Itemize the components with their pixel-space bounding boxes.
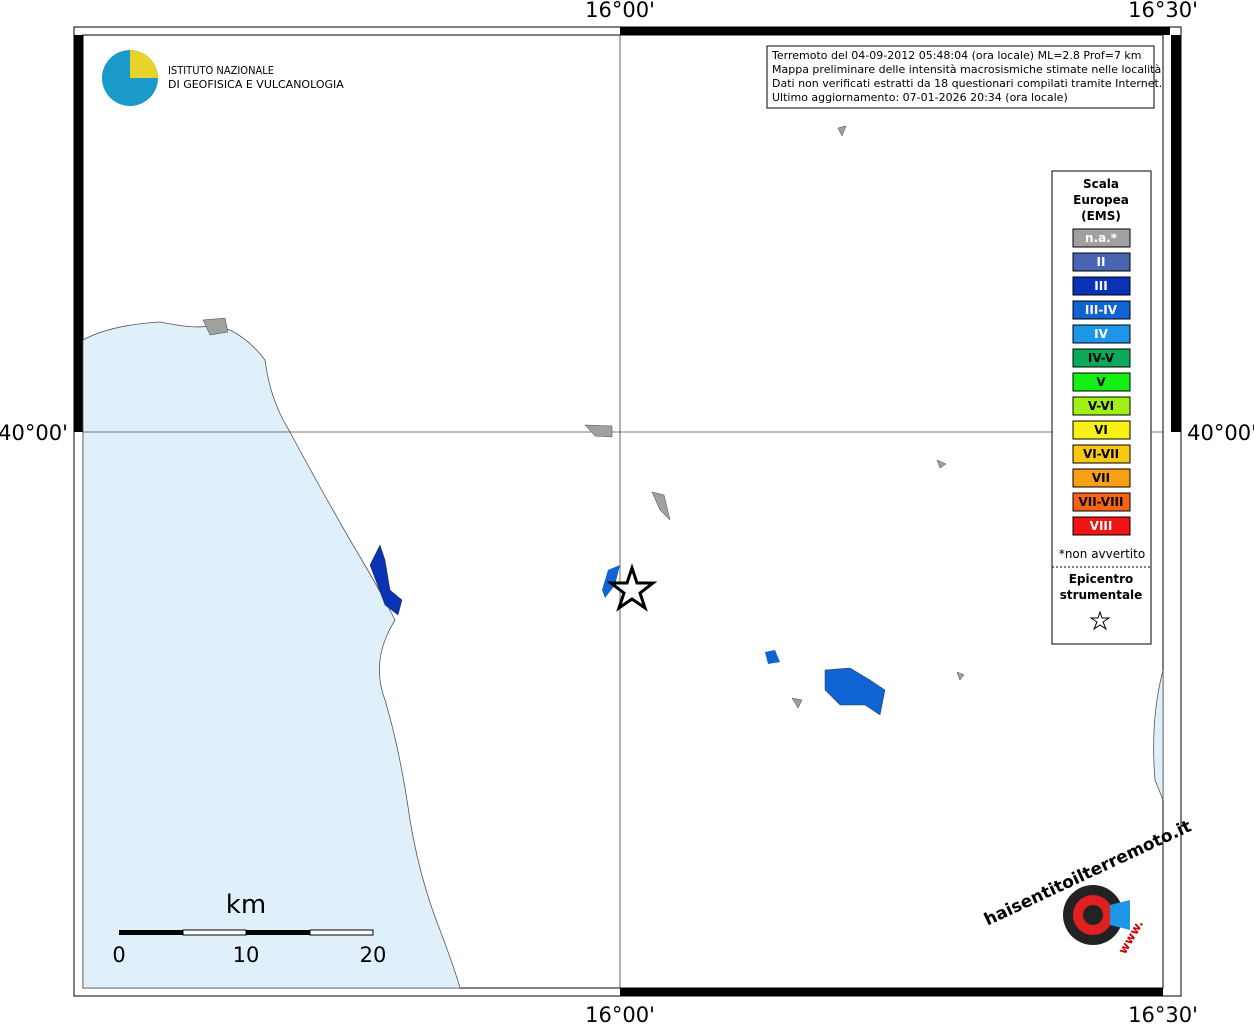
lon-label: 16°30' [1128,1003,1198,1024]
area-iii-iv [824,667,886,716]
area-iii [369,544,403,616]
legend-title: (EMS) [1081,209,1121,223]
border [74,35,83,432]
legend-label: V-VI [1088,399,1114,413]
logo-globe [130,50,158,78]
legend-label: VI-VII [1083,447,1119,461]
scale-unit: km [226,890,266,920]
scale-bar [309,929,374,936]
info-line: Dati non verificati estratti da 18 quest… [772,77,1162,90]
scale-bar [246,930,310,935]
lon-label: 16°00' [585,0,655,22]
info-line: Mappa preliminare delle intensità macros… [772,63,1161,76]
site-logo-icon [1083,905,1103,925]
scale-bar [182,929,247,936]
legend-swatch [1072,492,1131,512]
border [620,27,1170,35]
scale-tick: 0 [112,943,125,967]
legend-epicenter: Epicentro [1069,572,1134,586]
legend-title: Europea [1073,193,1129,207]
logo-text: DI GEOFISICA E VULCANOLOGIA [168,78,344,91]
info-line: Terremoto del 04-09-2012 05:48:04 (ora l… [771,49,1142,62]
legend-swatch [1072,228,1131,248]
legend-swatch [1072,252,1131,272]
legend-box [1051,170,1152,645]
lat-label: 40°00' [1187,421,1254,445]
legend-swatch [1072,444,1131,464]
scale-tick: 20 [360,943,387,967]
border [620,988,1163,996]
legend-swatch [1072,396,1131,416]
info-box [766,45,1155,109]
legend-label: II [1097,255,1106,269]
legend-star [1089,610,1111,631]
legend-label: IV [1094,327,1108,341]
logo-text: ISTITUTO NAZIONALE [168,64,274,77]
legend-swatch [1072,276,1131,296]
legend-label: VII [1092,471,1110,485]
info-line: Ultimo aggiornamento: 07-01-2026 20:34 (… [772,91,1068,104]
legend-swatch [1072,348,1131,368]
scale-bar [119,930,183,935]
legend-swatch [1072,300,1131,320]
lat-label: 40°00' [0,421,68,445]
epicenter-star [606,563,658,612]
legend-swatch [1072,372,1131,392]
legend-label: V [1096,375,1106,389]
lon-label: 16°30' [1128,0,1198,22]
site-logo-icon [1110,900,1130,930]
legend-title: Scala [1083,177,1119,191]
scale-tick: 10 [233,943,260,967]
legend-label: VIII [1090,519,1113,533]
legend-label: n.a.* [1085,231,1118,245]
legend-label: IV-V [1088,351,1115,365]
legend-note: *non avvertito [1059,547,1145,561]
legend-label: III [1094,279,1107,293]
area-iii-iv [765,650,780,664]
legend-label: VII-VIII [1078,495,1123,509]
sea [1153,669,1164,801]
legend-swatch [1072,468,1131,488]
lon-label: 16°00' [585,1003,655,1024]
legend-epicenter: strumentale [1060,588,1143,602]
border [1171,35,1181,432]
areas-na [202,125,965,709]
legend-label: VI [1094,423,1108,437]
legend-swatch [1072,516,1131,536]
legend-swatch [1072,420,1131,440]
legend-label: III-IV [1085,303,1118,317]
legend-swatch [1072,324,1131,344]
